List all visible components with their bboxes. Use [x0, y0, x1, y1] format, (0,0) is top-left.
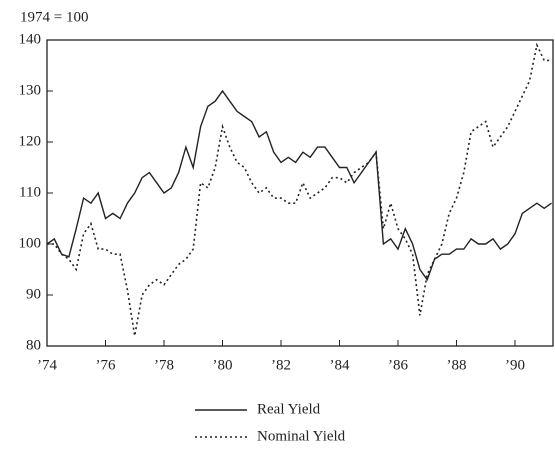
x-tick-label: ’86	[388, 357, 408, 373]
x-tick-label: ’80	[212, 357, 232, 373]
y-axis-unit: 1974 = 100	[20, 9, 88, 25]
legend-label: Real Yield	[257, 401, 321, 417]
x-tick-label: ’88	[446, 357, 466, 373]
legend-label: Nominal Yield	[257, 428, 346, 444]
x-tick-label: ’84	[329, 357, 349, 373]
plot-frame	[46, 39, 554, 347]
series-line	[47, 42, 552, 336]
x-tick-label: ’76	[95, 357, 115, 373]
y-tick-label: 130	[19, 82, 42, 98]
y-tick-label: 80	[26, 337, 41, 353]
y-tick-label: 120	[19, 133, 42, 149]
y-tick-label: 140	[19, 31, 42, 47]
x-tick-label: ’82	[271, 357, 291, 373]
x-tick-label: ’78	[154, 357, 174, 373]
y-tick-label: 90	[26, 286, 41, 302]
y-tick-label: 110	[19, 184, 41, 200]
x-tick-label: ’90	[505, 357, 525, 373]
series-line	[46, 89, 552, 282]
y-tick-label: 100	[19, 235, 42, 251]
x-tick-label: ’74	[37, 357, 57, 373]
